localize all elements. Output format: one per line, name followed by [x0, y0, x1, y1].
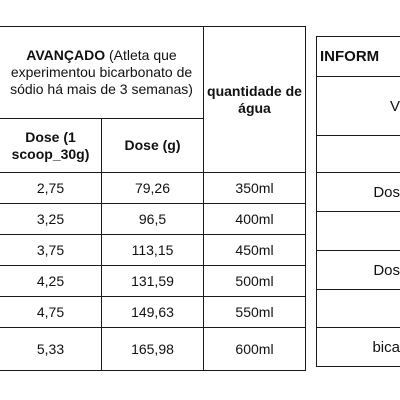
- info-cell: V: [389, 97, 400, 115]
- header-advanced: AVANÇADO (Atleta que experimentou bicarb…: [0, 27, 203, 118]
- table-rule: [0, 203, 306, 204]
- cell-dose-scoop: 5,33: [36, 340, 65, 357]
- header-dose-grams: Dose (g): [124, 137, 181, 153]
- cell-water: 500ml: [235, 272, 274, 289]
- table-rule: [316, 327, 400, 328]
- info-cell: [317, 290, 400, 327]
- cell-water: 350ml: [235, 179, 274, 196]
- table-rule: [0, 234, 306, 235]
- table-rule: [316, 250, 400, 251]
- cell-dose-grams: 131,59: [131, 272, 174, 289]
- info-cell: Dos: [373, 183, 400, 201]
- cell-water: 550ml: [235, 303, 274, 320]
- cell-water: 450ml: [235, 241, 274, 258]
- cell-dose-scoop: 2,75: [36, 179, 65, 196]
- table-rule: [316, 36, 317, 367]
- table-rule: [0, 172, 306, 173]
- info-cell: Dos: [373, 261, 400, 279]
- table-rule: [316, 289, 400, 290]
- table-rule: [305, 26, 306, 371]
- table-rule: [0, 265, 306, 266]
- info-cell: [317, 212, 400, 250]
- cell-dose-grams: 113,15: [131, 241, 174, 258]
- table-rule: [0, 370, 306, 371]
- table-rule: [101, 118, 102, 371]
- cell-dose-scoop: 4,75: [36, 303, 65, 320]
- table-rule: [203, 26, 204, 371]
- info-header: INFORM: [320, 48, 380, 65]
- table-rule: [0, 296, 306, 297]
- table-rule: [316, 366, 400, 367]
- table-rule: [316, 36, 400, 37]
- info-cell: bica: [372, 338, 400, 356]
- header-dose-scoop: Dose (1 scoop_30g): [11, 128, 90, 162]
- table-rule: [316, 172, 400, 173]
- cell-dose-scoop: 4,25: [36, 272, 65, 289]
- info-cell: [317, 136, 400, 172]
- cell-water: 400ml: [235, 210, 274, 227]
- cell-dose-grams: 165,98: [131, 340, 174, 357]
- cell-dose-grams: 96,5: [138, 210, 167, 227]
- table-rule: [316, 211, 400, 212]
- table-rule: [316, 135, 400, 136]
- table-rule: [0, 26, 306, 27]
- header-water: quantidade de água: [207, 82, 302, 116]
- header-advanced-description: (Atleta que experimentou bicarbonato de …: [10, 47, 193, 97]
- cell-dose-scoop: 3,25: [36, 210, 65, 227]
- table-rule: [316, 76, 400, 77]
- cell-dose-scoop: 3,75: [36, 241, 65, 258]
- header-advanced-bold: AVANÇADO: [26, 47, 106, 63]
- table-rule: [0, 327, 306, 328]
- cell-dose-grams: 149,63: [131, 303, 174, 320]
- cell-dose-grams: 79,26: [134, 179, 171, 196]
- cell-water: 600ml: [235, 340, 274, 357]
